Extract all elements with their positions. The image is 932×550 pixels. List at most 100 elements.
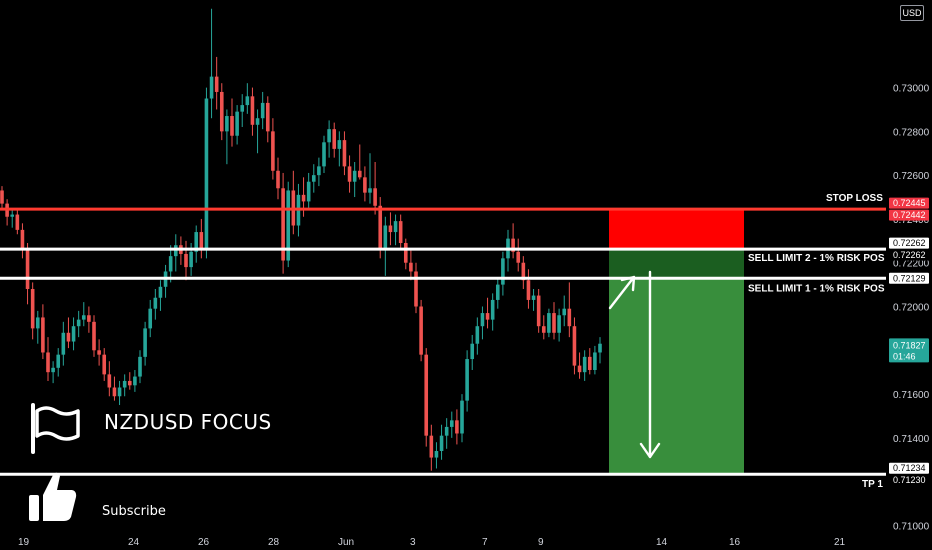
thumbs-up-icon[interactable] (26, 468, 80, 531)
candle (521, 256, 526, 289)
candle (168, 245, 173, 283)
candle (352, 162, 357, 198)
candle (10, 210, 15, 228)
up-arrow-icon (608, 275, 636, 310)
candle (194, 225, 199, 263)
candle (485, 297, 490, 329)
price-badge: 0.72445 (889, 197, 929, 209)
level-label: STOP LOSS (826, 193, 883, 204)
candle (531, 288, 536, 311)
candle (112, 376, 117, 401)
subscribe-label[interactable]: Subscribe (102, 504, 166, 519)
candle (536, 288, 541, 333)
level-label: SELL LIMIT 2 - 1% RISK POS (748, 253, 885, 264)
price-badge: 0.71230 (889, 474, 929, 486)
candle (388, 212, 393, 246)
candle (25, 243, 30, 305)
svg-text:0.71827: 0.71827 (893, 340, 926, 350)
candle (470, 334, 475, 370)
x-tick-label: 28 (268, 537, 280, 548)
svg-text:0.72262: 0.72262 (893, 238, 926, 248)
price-badge: 0.72129 (889, 272, 929, 284)
candle (219, 83, 224, 141)
candle (342, 131, 347, 176)
y-tick-label: 0.71600 (893, 390, 930, 401)
candle (184, 240, 188, 281)
candle (127, 372, 132, 390)
candle (322, 135, 326, 173)
y-tick-label: 0.71400 (893, 434, 930, 445)
candle (281, 172, 285, 274)
svg-text:0.72262: 0.72262 (893, 250, 926, 260)
candle (327, 120, 331, 158)
candle (199, 218, 204, 259)
candle (572, 317, 577, 375)
candle (76, 310, 81, 338)
candle (179, 236, 183, 265)
candle (511, 223, 515, 259)
candlesticks (0, 8, 602, 471)
x-tick-label: 3 (410, 537, 416, 548)
svg-text:0.72445: 0.72445 (893, 198, 926, 208)
candle (516, 238, 521, 272)
candle (449, 411, 454, 438)
candle (347, 155, 352, 193)
candle (501, 251, 505, 296)
x-tick-label: 14 (656, 537, 668, 548)
candle (419, 299, 423, 362)
trade-arrows (608, 270, 661, 459)
candle (235, 105, 239, 145)
candle (245, 83, 250, 114)
brand-title: NZDUSD FOCUS (104, 410, 272, 434)
candle (598, 337, 602, 364)
candle (357, 144, 362, 180)
candle (148, 299, 153, 338)
y-tick-label: 0.72800 (893, 127, 930, 138)
candle (465, 350, 469, 412)
candle (587, 348, 592, 375)
candle (30, 282, 35, 340)
price-badges: 0.72445 0.72442 0.72262 0.72262 0.72129 0.712… (889, 197, 929, 486)
candle (51, 361, 55, 384)
candle (255, 109, 260, 154)
candle (363, 166, 367, 202)
candle (301, 177, 306, 217)
y-tick-label: 0.72000 (893, 303, 930, 314)
candle (552, 302, 556, 340)
candle (240, 94, 245, 127)
x-tick-label: 9 (538, 537, 544, 548)
flag-icon (28, 402, 84, 459)
candle (92, 315, 96, 357)
candle (460, 394, 464, 443)
candle (66, 317, 71, 349)
x-tick-label: Jun (338, 537, 354, 548)
position-zones (609, 209, 744, 475)
x-tick-label: 19 (18, 537, 30, 548)
candle (383, 216, 388, 276)
svg-text:01:46: 01:46 (893, 351, 916, 361)
zone-stop (609, 209, 744, 250)
candle (102, 348, 107, 381)
candle (271, 118, 275, 180)
candle (562, 295, 567, 327)
time-axis[interactable]: 19 24 26 28 Jun 3 7 9 14 16 21 (18, 537, 846, 548)
x-tick-label: 24 (128, 537, 140, 548)
candle (173, 234, 178, 272)
candle (455, 409, 459, 445)
currency-badge[interactable]: USD (900, 5, 924, 21)
price-badge: 0.72442 (889, 209, 929, 221)
candle (163, 264, 168, 298)
candle (81, 302, 86, 327)
candle (332, 122, 337, 158)
candle (15, 210, 20, 235)
svg-text:0.72442: 0.72442 (893, 210, 926, 220)
candle (373, 162, 377, 215)
candle (547, 308, 551, 338)
candle (567, 282, 572, 338)
y-tick-label: 0.72600 (893, 171, 930, 182)
candle (424, 348, 429, 447)
candle (214, 56, 219, 110)
candle (107, 361, 112, 397)
